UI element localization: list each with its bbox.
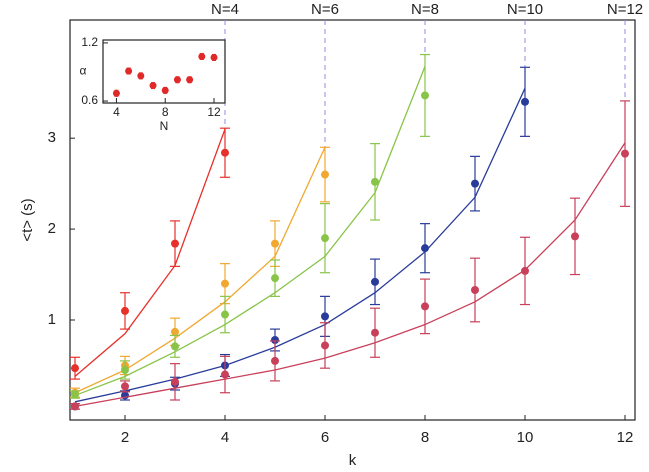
data-point (371, 177, 379, 186)
y-axis-label: α (80, 64, 87, 78)
series-label: N=6 (311, 1, 339, 18)
data-point (321, 234, 329, 243)
series-label: N=8 (411, 1, 439, 18)
y-tick-label: 3 (48, 129, 56, 146)
y-tick-label: 2 (48, 220, 56, 237)
x-tick-label: 4 (221, 429, 229, 446)
fit-line (74, 147, 326, 394)
data-point (221, 310, 229, 319)
x-tick-label: 6 (321, 429, 329, 446)
data-point (471, 286, 479, 294)
data-point (171, 377, 179, 386)
series-label: N=4 (211, 1, 239, 18)
y-tick-label: 1.2 (81, 35, 98, 49)
data-point (371, 277, 379, 286)
x-tick-label: 12 (617, 429, 634, 446)
data-point (271, 336, 279, 344)
data-point (173, 76, 181, 84)
data-point (171, 327, 179, 336)
x-tick-label: 10 (517, 429, 534, 446)
fit-line (74, 66, 426, 397)
x-tick-label: 8 (162, 105, 169, 119)
data-point (210, 53, 218, 61)
data-point (121, 382, 129, 391)
y-tick-label: 1 (48, 311, 56, 328)
data-point (621, 149, 629, 158)
data-point (121, 306, 129, 315)
data-point (321, 170, 329, 179)
data-point (321, 341, 329, 350)
data-point (149, 82, 157, 90)
data-point (71, 364, 79, 373)
y-tick-label: 0.6 (81, 93, 98, 107)
data-point (171, 342, 179, 351)
data-point (121, 366, 129, 374)
data-point (521, 97, 529, 106)
data-point (321, 312, 329, 321)
inset-plot: 4 8 12 0.6 1.2 Nα (80, 35, 226, 133)
x-tick-label: 12 (207, 105, 221, 119)
data-point (421, 302, 429, 311)
data-point (471, 179, 479, 188)
data-point (271, 356, 279, 365)
data-point (371, 328, 379, 337)
data-point (137, 72, 145, 80)
data-point (161, 86, 169, 94)
x-tick-label: 8 (421, 429, 429, 446)
series-label: N=12 (607, 1, 643, 18)
data-point (198, 52, 206, 60)
data-point (171, 239, 179, 248)
fit-line (74, 142, 626, 408)
data-point (112, 89, 120, 97)
data-point (71, 390, 79, 399)
data-point (221, 148, 229, 157)
x-axis-label: k (349, 452, 357, 469)
data-point (271, 274, 279, 283)
data-point (421, 244, 429, 253)
data-point (71, 402, 79, 411)
series-label: N=10 (507, 1, 543, 18)
data-point (221, 279, 229, 288)
data-point (421, 91, 429, 100)
y-axis-label: <t> (s) (19, 198, 36, 241)
data-point (221, 370, 229, 379)
x-tick-label: 4 (113, 105, 120, 119)
data-point (186, 76, 194, 84)
data-point (271, 239, 279, 248)
x-tick-label: 2 (121, 429, 129, 446)
data-point (521, 266, 529, 275)
data-point (571, 232, 579, 241)
fit-line (74, 87, 526, 403)
x-axis-label: N (160, 119, 169, 133)
fit-line (74, 128, 226, 377)
data-point (125, 67, 133, 75)
